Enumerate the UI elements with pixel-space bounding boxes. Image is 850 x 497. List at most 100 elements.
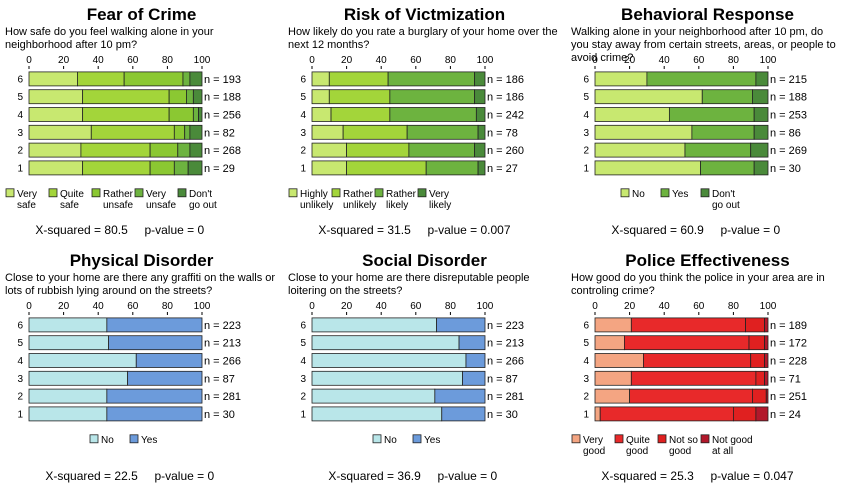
panel-behavioral-response: Behavioral Response Walking alone in you… (566, 0, 849, 246)
x-tick-label: 40 (93, 301, 105, 312)
bar-segment (342, 124, 408, 140)
bar-segment (189, 142, 203, 158)
legend-label: unsafe (146, 200, 176, 211)
x-squared-value: 36.9 (397, 469, 421, 483)
bar-segment (594, 388, 630, 404)
bar-segment (346, 160, 427, 176)
category-label: 1 (300, 163, 306, 174)
x-tick-label: 0 (309, 301, 315, 312)
bar-segment (764, 370, 769, 386)
x-squared-value: 31.5 (387, 223, 411, 237)
n-label: n = 242 (487, 110, 524, 122)
x-tick-label: 20 (624, 301, 636, 312)
n-label: n = 30 (204, 409, 235, 421)
bar-segment (311, 142, 347, 158)
bar-segment (764, 317, 769, 333)
chi-square-stats: X-squared = 60.9 p-value = 0 (598, 209, 780, 251)
panel-social-disorder: Social Disorder Close to your home are t… (283, 246, 566, 492)
bar-segment (106, 317, 203, 333)
bar-segment (106, 388, 203, 404)
x-tick-label: 100 (760, 55, 777, 66)
stacked-bar-chart: 0 20 40 60 80 100 6 n = 189 5 n = 172 4 n = 228 3 n =… (571, 301, 807, 457)
x-tick-label: 20 (341, 301, 353, 312)
legend-label: go out (712, 200, 740, 211)
x-tick-label: 20 (58, 55, 70, 66)
n-label: n = 87 (487, 373, 518, 385)
bar-segment (477, 124, 486, 140)
bar-segment (594, 124, 693, 140)
bar-segment (755, 370, 765, 386)
bar-segment (387, 71, 476, 87)
n-label: n = 71 (770, 373, 801, 385)
legend-label: Not so (669, 435, 698, 446)
x-tick-label: 60 (693, 301, 705, 312)
bar-segment (753, 107, 769, 122)
x-tick-label: 80 (445, 301, 457, 312)
stacked-bar-chart: 0 20 40 60 80 100 6 n = 223 5 n = 213 4 n = 266 3 n =… (17, 301, 241, 446)
bar-segment (311, 388, 436, 404)
chart-question: Close to your home are there any graffit… (5, 272, 276, 297)
bar-segment (474, 89, 486, 105)
legend-swatch (412, 434, 422, 444)
p-value-value: 0 (773, 223, 781, 237)
bar-segment (28, 317, 108, 333)
bar-segment (752, 89, 769, 105)
panel-police-effectiveness: Police Effectiveness How good do you thi… (566, 246, 849, 492)
x-squared-value: 60.9 (680, 223, 704, 237)
legend-label: No (632, 189, 645, 200)
p-value-value: 0 (207, 469, 215, 483)
p-value-value: 0 (197, 223, 205, 237)
stacked-bar-chart: 0 20 40 60 80 100 6 n = 193 5 n = 188 4 n = 256 3 n =… (5, 55, 241, 211)
bar-segment (28, 107, 84, 122)
n-label: n = 266 (487, 356, 524, 368)
x-tick-label: 60 (410, 301, 422, 312)
p-value-value: 0.007 (480, 223, 511, 237)
category-label: 6 (17, 320, 23, 331)
bar-segment (594, 89, 703, 105)
chart-title: Behavioral Response (621, 5, 794, 24)
category-label: 4 (583, 110, 589, 121)
bar-segment (752, 388, 767, 404)
n-label: n = 188 (770, 92, 807, 104)
bar-segment (28, 353, 137, 368)
legend-label: likely (386, 200, 408, 211)
legend-label: likely (429, 200, 451, 211)
legend-swatch (331, 188, 341, 198)
legend-swatch (620, 188, 630, 198)
bar-segment (477, 160, 486, 176)
category-label: 6 (300, 320, 306, 331)
x-tick-label: 80 (728, 55, 740, 66)
x-tick-label: 20 (624, 55, 636, 66)
x-tick-label: 100 (194, 301, 211, 312)
bar-segment (311, 89, 330, 105)
chart-question: Close to your home are there disreputabl… (288, 272, 530, 297)
category-label: 2 (583, 146, 589, 157)
chart-title: Risk of Victmization (343, 5, 506, 24)
bar-segment (700, 160, 755, 176)
bar-segment (189, 71, 203, 87)
bar-segment (311, 124, 344, 140)
category-label: 6 (17, 74, 23, 85)
bar-segment (108, 335, 203, 351)
chart-question: How safe do you feel walking alone in yo… (5, 26, 214, 51)
bar-segment (28, 89, 84, 105)
category-label: 5 (583, 92, 589, 103)
category-label: 2 (300, 146, 306, 157)
bar-segment (594, 370, 632, 386)
chart-title: Social Disorder (362, 251, 487, 270)
bar-segment (182, 71, 191, 87)
bar-segment (149, 142, 179, 158)
bar-segment (594, 160, 701, 176)
category-label: 4 (17, 356, 23, 367)
legend-label: Very (146, 189, 166, 200)
legend-label: Very (429, 189, 449, 200)
p-value-label: p-value = (720, 223, 771, 237)
bar-segment (646, 71, 757, 87)
bar-segment (441, 406, 486, 422)
n-label: n = 193 (204, 74, 241, 86)
bar-segment (106, 406, 203, 422)
category-label: 1 (583, 163, 589, 174)
n-label: n = 24 (770, 409, 801, 421)
bar-segment (82, 107, 170, 122)
legend-swatch (417, 188, 427, 198)
